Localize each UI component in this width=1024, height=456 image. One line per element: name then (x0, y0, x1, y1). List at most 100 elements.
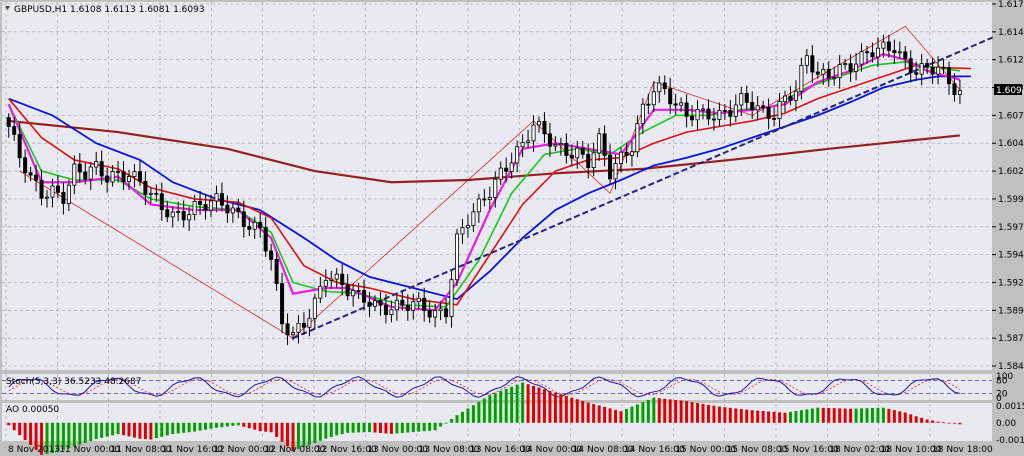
candle-body (454, 233, 459, 281)
ao-bar (728, 407, 732, 423)
ao-bar (499, 390, 503, 423)
ao-bar (559, 394, 563, 423)
candle-body (859, 51, 864, 65)
candle-body (586, 153, 591, 168)
ao-bar (29, 422, 33, 446)
candle-body (165, 209, 170, 218)
ao-bar (706, 404, 710, 423)
ao-bar (526, 384, 530, 423)
candle-body (635, 123, 640, 153)
ao-bar (307, 422, 311, 446)
ao-bar (750, 410, 754, 423)
candle-body (274, 258, 279, 285)
candle-body (580, 147, 585, 155)
candle-body (728, 110, 733, 117)
x-tick-label: 13 Nov 16:00 (470, 445, 531, 455)
ao-bar (865, 408, 869, 423)
candle-body (903, 51, 908, 60)
candle-body (930, 66, 935, 75)
candle-body (793, 90, 798, 101)
candle-body (225, 204, 230, 214)
ao-bar (767, 411, 771, 423)
stoch-y-tick: 100 (996, 372, 1013, 382)
candlestick-series (6, 34, 962, 346)
candle-body (646, 103, 651, 106)
y-tick-label: 1.6070 (998, 111, 1024, 121)
ao-bar (34, 422, 38, 450)
ao-bar (701, 403, 705, 423)
y-tick-label: 1.5845 (998, 362, 1024, 372)
candle-body (837, 64, 842, 79)
ao-bar (160, 422, 164, 437)
ao-bar (952, 422, 956, 424)
ao-bar (903, 412, 907, 423)
ao-bar (247, 422, 251, 429)
ao-bar (756, 410, 760, 423)
ao-bar (624, 408, 628, 423)
candle-body (181, 211, 186, 221)
candle-body (553, 144, 558, 147)
ao-bar (214, 422, 218, 428)
candle-body (854, 63, 859, 72)
candle-body (290, 332, 295, 336)
candle-body (936, 66, 941, 75)
stoch-plot-area[interactable] (2, 374, 992, 400)
ao-bar (455, 415, 459, 423)
x-tick-label: 14 Nov 08:00 (573, 445, 634, 455)
candle-body (6, 117, 11, 127)
candle-body (602, 133, 607, 156)
ao-bar (346, 422, 350, 433)
stoch-y-tick: 20 (996, 390, 1008, 400)
ao-bar (778, 412, 782, 423)
candle-body (772, 118, 777, 120)
ao-bar (745, 409, 749, 423)
candle-body (389, 309, 394, 315)
ao-bar (138, 422, 142, 439)
candle-body (684, 102, 689, 117)
candle-body (695, 109, 700, 121)
ao-bar (936, 421, 940, 423)
candle-body (515, 146, 520, 164)
ao-bar (411, 422, 415, 433)
candle-body (460, 227, 465, 235)
candle-body (493, 178, 498, 198)
y-tick-label: 1.6045 (998, 139, 1024, 149)
ao-bar (460, 411, 464, 423)
ao-bar (132, 422, 136, 438)
candle-body (881, 41, 886, 49)
x-tick-label: 18 Nov 18:00 (932, 445, 993, 455)
candle-body (312, 297, 317, 319)
ao-bar (799, 410, 803, 423)
ao-y-tick: 0.00 (996, 419, 1016, 429)
y-tick-label: 1.5870 (998, 334, 1024, 344)
ao-bar (116, 422, 120, 435)
candle-body (783, 95, 788, 103)
candle-body (843, 63, 848, 66)
candle-body (416, 297, 421, 303)
ao-bar (417, 422, 421, 432)
ao-bar (264, 422, 268, 432)
candle-body (722, 110, 727, 112)
candle-body (318, 285, 323, 299)
stoch-k-line (8, 376, 961, 398)
candle-body (537, 120, 542, 126)
ao-bar (61, 422, 65, 450)
candle-body (110, 170, 115, 183)
ao-bar (471, 405, 475, 423)
candle-body (159, 193, 164, 211)
stoch-y-tick: 0 (996, 394, 1002, 404)
x-tick-label: 14 Nov 16:00 (624, 445, 685, 455)
ao-bar (111, 422, 115, 436)
y-axis-labels: 1.61701.61451.61201.60951.60701.60451.60… (992, 0, 1024, 446)
candle-body (613, 163, 618, 180)
ao-bar (231, 422, 235, 426)
candle-body (941, 66, 946, 69)
ao-bar (83, 422, 87, 443)
y-tick-label: 1.6170 (998, 0, 1024, 10)
candle-body (170, 211, 175, 218)
ao-bar (942, 422, 946, 424)
ao-bar (122, 422, 126, 436)
candle-body (471, 211, 476, 226)
